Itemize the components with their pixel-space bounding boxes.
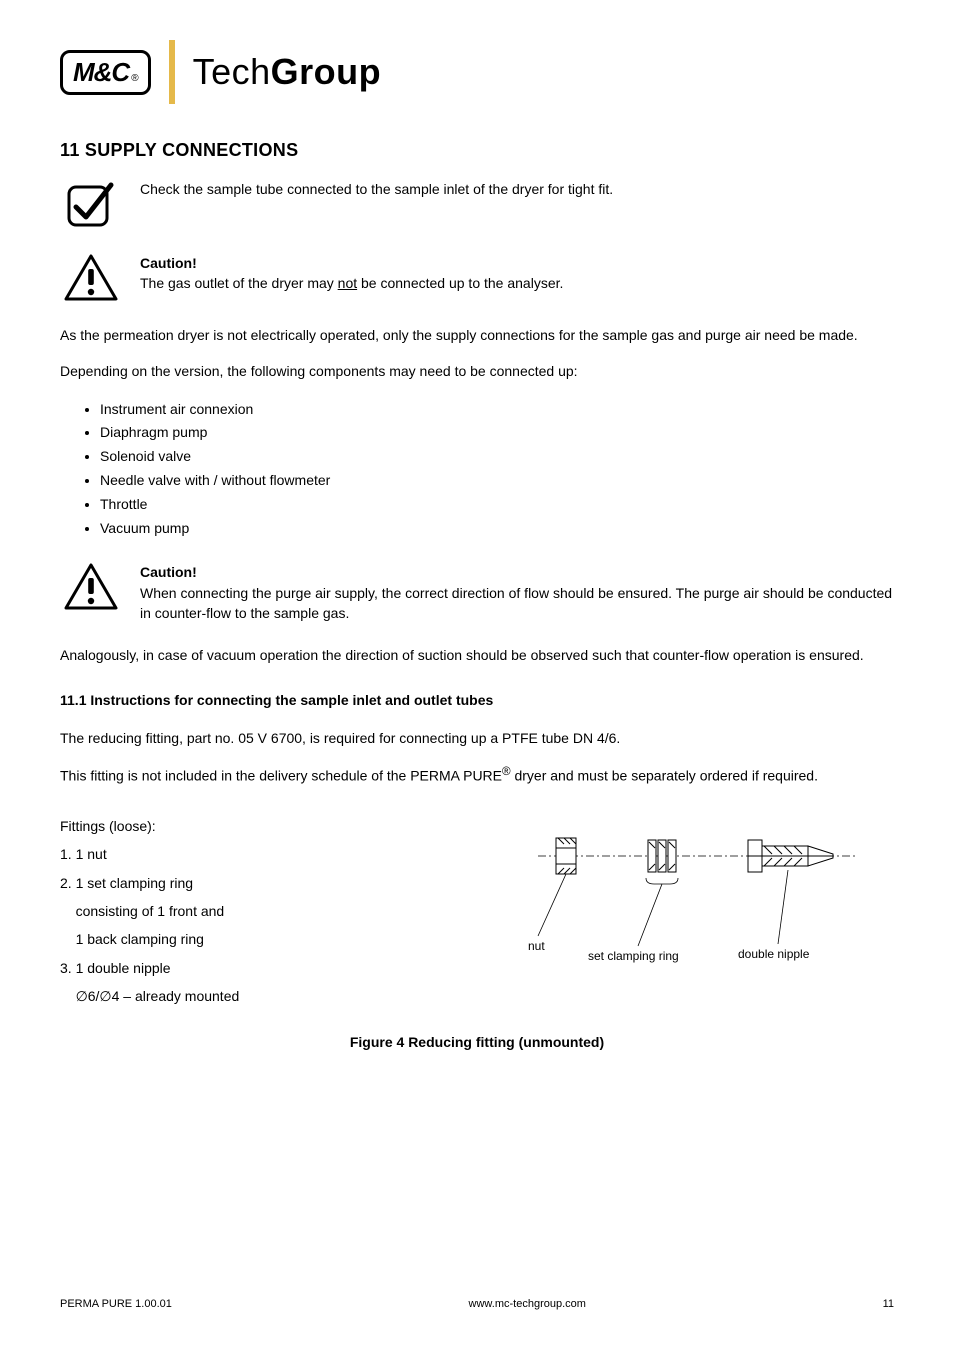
- vacuum-paragraph: Analogously, in case of vacuum operation…: [60, 645, 894, 665]
- tube-paragraph-2: This fitting is not included in the deli…: [60, 764, 894, 786]
- label-double-nipple: double nipple: [738, 947, 810, 961]
- figure-caption: Figure 4 Reducing fitting (unmounted): [60, 1034, 894, 1050]
- checkmark-icon: [60, 179, 122, 231]
- caution-2-body: When connecting the purge air supply, th…: [140, 585, 892, 621]
- note-block: Check the sample tube connected to the s…: [60, 179, 894, 231]
- tube-p2-b: dryer and must be separately ordered if …: [514, 768, 818, 784]
- component-list: Instrument air connexion Diaphragm pump …: [60, 398, 894, 541]
- label-nut: nut: [528, 939, 545, 953]
- caution-2-label: Caution!: [140, 564, 197, 580]
- caution-block-1: Caution! The gas outlet of the dryer may…: [60, 253, 894, 303]
- footer-left: PERMA PURE 1.00.01: [60, 1298, 172, 1310]
- caution-1-text: Caution! The gas outlet of the dryer may…: [140, 253, 894, 303]
- caution-2-text: Caution! When connecting the purge air s…: [140, 562, 894, 623]
- caution-1-label: Caution!: [140, 255, 197, 271]
- figure-diagram: nut set clamping ring: [528, 816, 894, 991]
- subsection-heading: 11.1 Instructions for connecting the sam…: [60, 690, 894, 710]
- figure-row: Fittings (loose): 1. 1 nut 2. 1 set clam…: [60, 816, 894, 1014]
- step-1: 1. 1 nut: [60, 844, 510, 864]
- step-2c: 1 back clamping ring: [60, 929, 510, 949]
- footer-page: 11: [883, 1298, 894, 1310]
- tube-p2-reg: ®: [502, 765, 511, 778]
- label-clamping-ring: set clamping ring: [588, 949, 679, 963]
- steps-lead: Fittings (loose):: [60, 816, 510, 836]
- caution-1-underline: not: [338, 275, 357, 291]
- list-item: Solenoid valve: [100, 445, 894, 469]
- warning-icon: [60, 562, 122, 623]
- intro-list-lead: Depending on the version, the following …: [60, 361, 894, 381]
- intro-paragraph: As the permeation dryer is not electrica…: [60, 325, 894, 345]
- fitting-steps: Fittings (loose): 1. 1 nut 2. 1 set clam…: [60, 816, 510, 1014]
- logo-divider-bar: [169, 40, 175, 104]
- brand-header: M&C® TechGroup: [60, 40, 894, 104]
- note-text: Check the sample tube connected to the s…: [140, 179, 894, 231]
- step-3b: ∅6/∅4 – already mounted: [60, 986, 510, 1006]
- list-item: Vacuum pump: [100, 517, 894, 541]
- list-item: Diaphragm pump: [100, 421, 894, 445]
- footer-center: www.mc-techgroup.com: [469, 1298, 586, 1310]
- step-3a: 3. 1 double nipple: [60, 958, 510, 978]
- mc-logo-reg: ®: [131, 73, 137, 84]
- section-heading: 11 SUPPLY CONNECTIONS: [60, 140, 894, 161]
- step-2a: 2. 1 set clamping ring: [60, 873, 510, 893]
- techgroup-light: Tech: [193, 51, 271, 92]
- list-item: Instrument air connexion: [100, 398, 894, 422]
- tube-p2-a: This fitting is not included in the deli…: [60, 768, 502, 784]
- list-item: Needle valve with / without flowmeter: [100, 469, 894, 493]
- tube-paragraph-1: The reducing fitting, part no. 05 V 6700…: [60, 728, 894, 748]
- step-2b: consisting of 1 front and: [60, 901, 510, 921]
- warning-icon: [60, 253, 122, 303]
- caution-1-prefix: The gas outlet of the dryer may: [140, 275, 338, 291]
- techgroup-bold: Group: [271, 51, 381, 92]
- caution-1-suffix: be connected up to the analyser.: [357, 275, 563, 291]
- page-footer: PERMA PURE 1.00.01 www.mc-techgroup.com …: [60, 1298, 894, 1310]
- list-item: Throttle: [100, 493, 894, 517]
- techgroup-wordmark: TechGroup: [193, 51, 382, 93]
- mc-logo-text: M&C: [73, 57, 129, 88]
- caution-block-2: Caution! When connecting the purge air s…: [60, 562, 894, 623]
- mc-logo-badge: M&C®: [60, 50, 151, 95]
